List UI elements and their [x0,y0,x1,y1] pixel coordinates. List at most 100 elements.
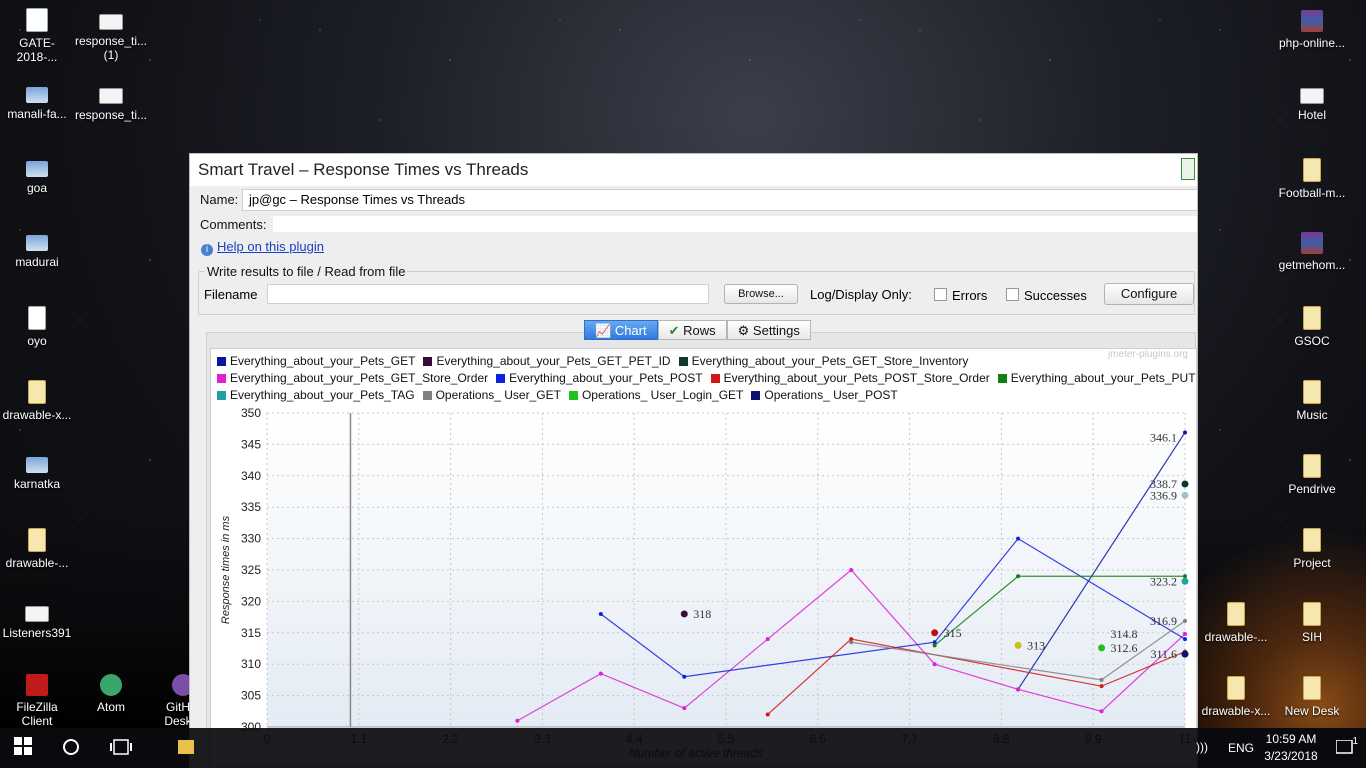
desktop-icon[interactable]: drawable-x... [1199,676,1273,718]
desktop-icon[interactable]: SIH [1275,602,1349,644]
desktop-icon[interactable]: Project [1275,528,1349,570]
rar-icon [1301,232,1323,254]
desktop-icon[interactable]: drawable-... [0,528,74,570]
browse-button[interactable]: Browse... [724,284,798,304]
windows-start-icon[interactable] [14,737,32,760]
volume-icon[interactable]: ))) [1196,740,1208,754]
errors-checkbox[interactable] [934,288,947,301]
data-point [932,640,937,645]
img-icon [26,161,48,177]
desktop-icon[interactable]: karnatka [0,454,74,491]
desktop-icon[interactable]: GATE-2018-... [0,8,74,64]
desktop-icon[interactable]: goa [0,158,74,195]
clock-date[interactable]: 3/23/2018 [1264,749,1318,763]
desktop-icon[interactable]: Listeners391 [0,602,74,640]
data-point [1099,677,1104,682]
desktop-icon[interactable]: Atom [74,674,148,714]
desktop-icon[interactable]: oyo [0,306,74,348]
folder-icon [1303,602,1321,626]
folder-icon [28,380,46,404]
folder-icon [1303,676,1321,700]
tab-chart[interactable]: 📈 Chart [584,320,658,340]
filename-input[interactable] [267,284,709,304]
desktop-icon-label: php-online... [1278,36,1346,50]
legend-label: Everything_about_your_Pets_GET_Store_Inv… [691,354,969,368]
folder-icon [1227,602,1245,626]
atom-icon [100,674,122,696]
legend-swatch [423,356,433,366]
y-tick-label: 330 [241,532,261,546]
desktop-icon-label: manali-fa... [7,107,67,121]
legend-swatch [710,373,720,383]
desktop-icon-label: drawable-... [5,556,69,570]
desktop-icon[interactable]: Hotel [1275,84,1349,122]
data-label: 311.6 [1150,647,1177,661]
desktop-icon[interactable]: response_ti... (1) [74,10,148,62]
data-point [1098,644,1106,652]
data-point [1181,491,1189,499]
file-explorer-icon[interactable] [178,736,194,763]
desktop-icon-label: getmehom... [1278,258,1346,272]
desktop-icon[interactable]: php-online... [1275,10,1349,50]
doc-icon [99,14,123,30]
img-icon [26,457,48,473]
data-point [765,712,770,717]
data-point [849,568,854,572]
desktop-icon[interactable]: madurai [0,232,74,269]
desktop-icon[interactable]: FileZilla Client [0,674,74,728]
notification-icon[interactable]: 1 [1335,736,1358,759]
desktop-icon[interactable]: GSOC [1275,306,1349,348]
doc-icon [25,606,49,622]
data-label: 346.1 [1150,430,1177,444]
data-point [515,718,520,723]
desktop-icon[interactable]: New Desk [1275,676,1349,718]
legend-label: Everything_about_your_Pets_PUT [1010,371,1196,385]
tab-rows[interactable]: ✔ Rows [657,320,727,340]
help-link[interactable]: i Help on this plugin [201,239,324,256]
legend-item: Everything_about_your_Pets_GET_PET_ID [423,354,671,368]
y-tick-label: 340 [241,469,261,483]
successes-checkbox[interactable] [1006,288,1019,301]
data-point [1016,687,1021,692]
legend-item: Operations_ User_POST [751,388,898,402]
data-point [1181,577,1189,585]
legend-swatch [422,390,432,400]
task-view-icon[interactable] [110,738,132,761]
desktop-icon-label: response_ti... (1) [74,34,148,62]
legend-swatch [217,373,226,383]
desktop-icon[interactable]: response_ti... [74,84,148,122]
comments-field[interactable] [272,215,1197,233]
configure-button[interactable]: Configure [1104,283,1194,305]
desktop-icon[interactable]: drawable-x... [0,380,74,422]
desktop-icon[interactable]: Pendrive [1275,454,1349,496]
name-label: Name: [200,192,239,207]
search-icon[interactable] [62,738,80,761]
desktop-icon[interactable]: Football-m... [1275,158,1349,200]
desktop-icon-label: GSOC [1294,334,1330,348]
data-point [1183,618,1187,623]
desktop-icon[interactable]: drawable-... [1199,602,1273,644]
data-point [1181,480,1189,488]
name-field[interactable]: jp@gc – Response Times vs Threads [242,189,1197,211]
language-indicator[interactable]: ENG [1227,741,1254,755]
desktop-icon[interactable]: Music [1275,380,1349,422]
data-point [682,706,687,711]
y-tick-label: 345 [241,437,261,451]
y-tick-label: 350 [241,406,261,420]
maximize-icon[interactable] [1181,158,1195,180]
errors-label: Errors [952,288,988,303]
folder-icon [1303,454,1321,478]
y-axis-label: Response times in ms [220,515,232,624]
desktop-icon[interactable]: manali-fa... [0,84,74,121]
legend-item: Operations_ User_GET [422,388,561,402]
y-tick-label: 315 [241,626,261,640]
legend-swatch [568,390,578,400]
legend-label: Everything_about_your_Pets_GET_PET_ID [436,354,671,368]
clock-time[interactable]: 10:59 AM [1265,732,1317,746]
tab-settings[interactable]: ⚙ Settings [726,320,811,340]
desktop-icon[interactable]: getmehom... [1275,232,1349,272]
desktop-icon-label: Listeners391 [2,626,72,640]
log-display-label: Log/Display Only: [810,287,912,302]
legend-item: Everything_about_your_Pets_GET_Store_Ord… [217,371,488,385]
legend-label: Operations_ User_POST [764,388,898,402]
